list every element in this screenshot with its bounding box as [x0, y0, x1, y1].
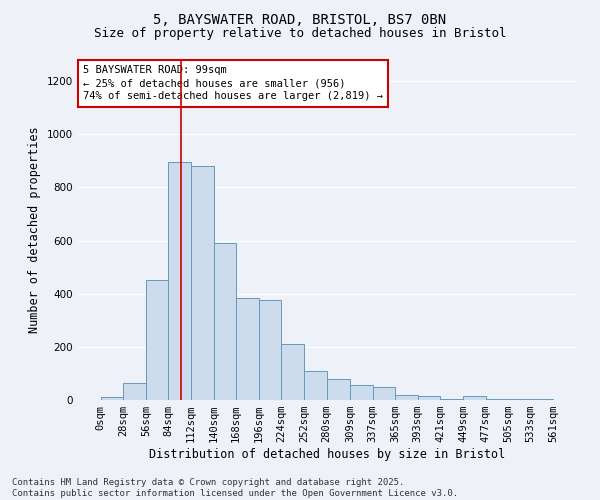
Bar	[531, 399, 553, 400]
Bar	[281, 344, 304, 400]
Bar	[214, 244, 236, 400]
Bar	[236, 298, 259, 400]
Bar	[373, 386, 395, 400]
Text: Contains HM Land Registry data © Crown copyright and database right 2025.
Contai: Contains HM Land Registry data © Crown c…	[12, 478, 458, 498]
Bar	[326, 379, 350, 400]
Bar	[146, 280, 169, 400]
Bar	[259, 300, 281, 400]
Bar	[485, 398, 508, 400]
Text: 5 BAYSWATER ROAD: 99sqm
← 25% of detached houses are smaller (956)
74% of semi-d: 5 BAYSWATER ROAD: 99sqm ← 25% of detache…	[83, 65, 383, 102]
Text: Size of property relative to detached houses in Bristol: Size of property relative to detached ho…	[94, 28, 506, 40]
Y-axis label: Number of detached properties: Number of detached properties	[28, 126, 41, 334]
Bar	[463, 396, 485, 400]
Bar	[101, 398, 123, 400]
Bar	[350, 386, 373, 400]
Bar	[508, 398, 531, 400]
X-axis label: Distribution of detached houses by size in Bristol: Distribution of detached houses by size …	[149, 448, 505, 461]
Bar	[418, 396, 440, 400]
Text: 5, BAYSWATER ROAD, BRISTOL, BS7 0BN: 5, BAYSWATER ROAD, BRISTOL, BS7 0BN	[154, 12, 446, 26]
Bar	[191, 166, 214, 400]
Bar	[440, 398, 463, 400]
Bar	[169, 162, 191, 400]
Bar	[304, 371, 326, 400]
Bar	[395, 394, 418, 400]
Bar	[123, 382, 146, 400]
